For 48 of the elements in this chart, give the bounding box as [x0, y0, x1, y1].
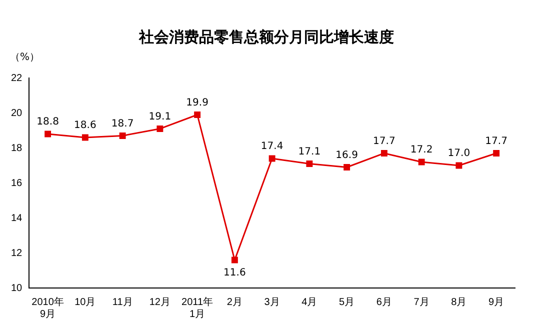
chart-title: 社会消费品零售总额分月同比增长速度: [138, 28, 395, 47]
data-label: 17.1: [298, 146, 321, 158]
data-label: 19.1: [148, 111, 172, 122]
point: [380, 150, 388, 156]
data-label: 17.7: [485, 136, 508, 147]
data-label: 17.0: [448, 148, 470, 160]
data-label: 16.9: [336, 150, 358, 161]
point: [44, 130, 52, 138]
y-tick-label: 12: [11, 248, 23, 259]
point: [418, 158, 425, 166]
y-tick-label: 10: [11, 282, 23, 294]
data-label: 17.2: [410, 144, 433, 156]
point: [231, 256, 238, 264]
x-tick-label: 7月: [414, 296, 430, 308]
data-label: 18.7: [111, 118, 134, 130]
y-tick-label: 18: [11, 142, 23, 154]
data-label: 11.6: [224, 268, 246, 279]
x-tick-label: 6月: [376, 296, 392, 308]
point: [119, 132, 126, 139]
data-label: 17.7: [373, 136, 396, 147]
x-tick-label: 11月: [112, 296, 133, 308]
data-label: 18.6: [74, 120, 96, 132]
data-label: 19.9: [186, 97, 208, 108]
x-tick-label: 4月: [302, 296, 318, 308]
point: [306, 160, 313, 167]
data-label: 18.8: [36, 116, 59, 128]
point: [82, 134, 88, 141]
point: [493, 150, 500, 156]
y-tick-label: 22: [11, 72, 23, 84]
point: [344, 164, 350, 170]
y-axis-title: （%）: [10, 51, 40, 64]
y-tick-label: 14: [11, 212, 23, 224]
point: [156, 126, 164, 132]
point: [456, 162, 462, 169]
x-tick-label: 9月: [488, 296, 504, 308]
x-tick-label: 3月: [264, 296, 280, 308]
data-label: 17.4: [260, 141, 284, 152]
x-tick-label: 2011年 1月: [182, 296, 214, 320]
point: [194, 112, 201, 118]
x-tick-label: 10月: [74, 296, 96, 308]
y-tick-label: 20: [11, 108, 23, 119]
x-tick-label: 8月: [451, 296, 467, 308]
x-tick-label: 5月: [339, 296, 355, 308]
y-tick-label: 16: [11, 178, 23, 189]
point: [268, 155, 276, 162]
x-tick-label: 12月: [149, 296, 170, 308]
x-tick-label: 2月: [226, 296, 242, 308]
x-tick-label: 2010年 9月: [32, 296, 64, 320]
